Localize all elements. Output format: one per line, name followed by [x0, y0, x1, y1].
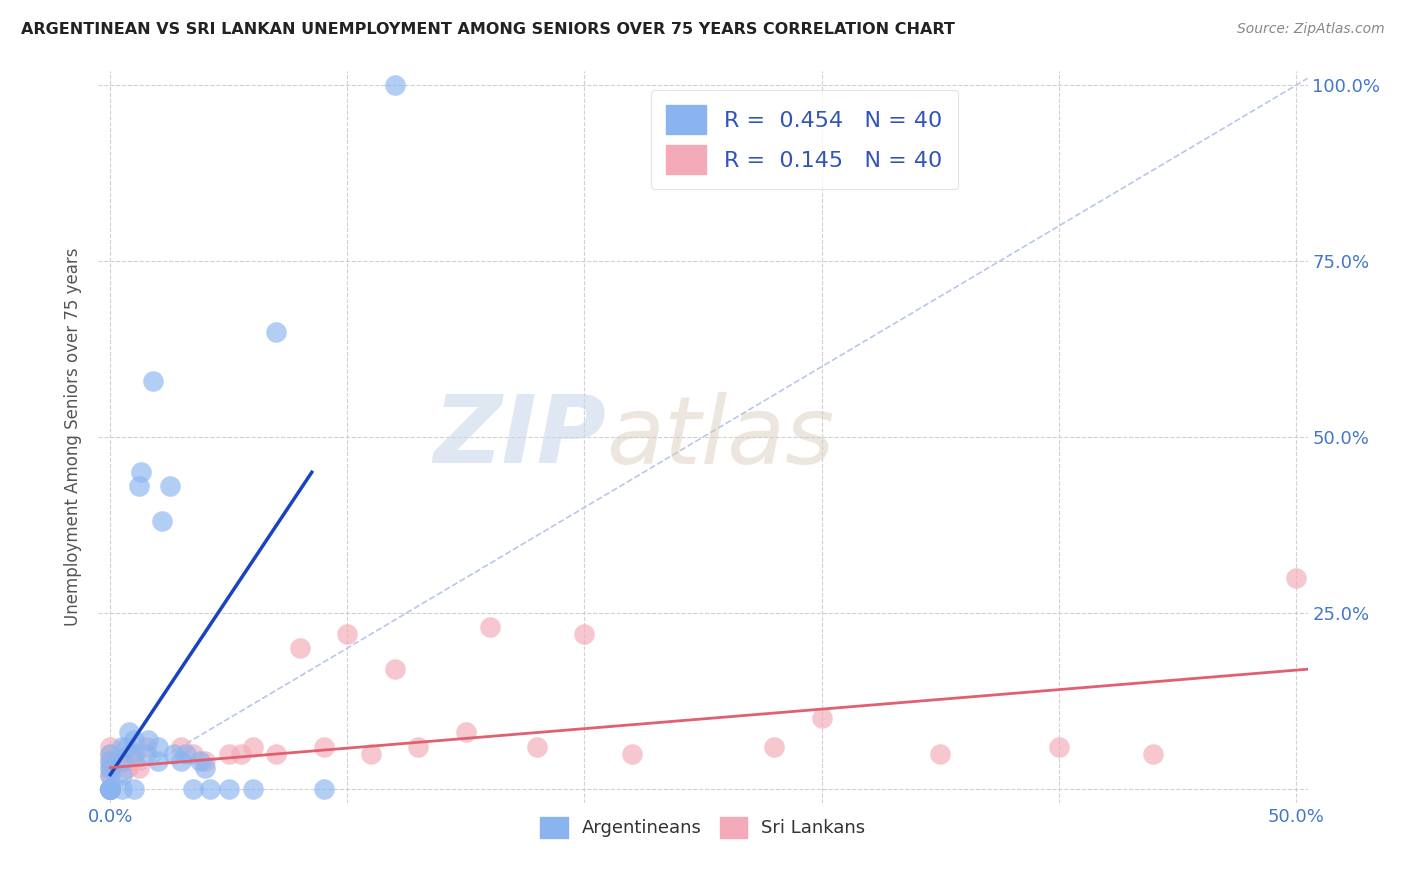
Text: ARGENTINEAN VS SRI LANKAN UNEMPLOYMENT AMONG SENIORS OVER 75 YEARS CORRELATION C: ARGENTINEAN VS SRI LANKAN UNEMPLOYMENT A…	[21, 22, 955, 37]
Point	[122, 732, 145, 747]
Point	[312, 781, 335, 796]
Point	[218, 781, 240, 796]
Point	[122, 747, 145, 761]
Point	[98, 739, 121, 754]
Point	[98, 754, 121, 768]
Point	[98, 767, 121, 781]
Point	[98, 781, 121, 796]
Point	[312, 739, 335, 754]
Point	[194, 761, 217, 775]
Point	[135, 747, 157, 761]
Point	[181, 781, 204, 796]
Point	[384, 662, 406, 676]
Point	[129, 465, 152, 479]
Point	[128, 761, 150, 775]
Point	[181, 747, 204, 761]
Point	[98, 781, 121, 796]
Point	[111, 781, 134, 796]
Point	[198, 781, 221, 796]
Point	[98, 761, 121, 775]
Point	[98, 747, 121, 761]
Text: Source: ZipAtlas.com: Source: ZipAtlas.com	[1237, 22, 1385, 37]
Point	[118, 725, 141, 739]
Point	[98, 781, 121, 796]
Point	[98, 781, 121, 796]
Point	[1047, 739, 1070, 754]
Point	[1142, 747, 1164, 761]
Point	[242, 739, 264, 754]
Point	[360, 747, 382, 761]
Point	[336, 627, 359, 641]
Point	[170, 739, 193, 754]
Point	[526, 739, 548, 754]
Y-axis label: Unemployment Among Seniors over 75 years: Unemployment Among Seniors over 75 years	[65, 248, 83, 626]
Point	[98, 781, 121, 796]
Point	[229, 747, 252, 761]
Text: ZIP: ZIP	[433, 391, 606, 483]
Point	[128, 479, 150, 493]
Point	[264, 325, 287, 339]
Point	[264, 747, 287, 761]
Point	[98, 781, 121, 796]
Point	[118, 747, 141, 761]
Point	[98, 781, 121, 796]
Point	[98, 767, 121, 781]
Point	[478, 620, 501, 634]
Point	[98, 747, 121, 761]
Point	[98, 781, 121, 796]
Point	[111, 754, 134, 768]
Point	[115, 761, 138, 775]
Point	[288, 641, 311, 656]
Point	[98, 781, 121, 796]
Text: atlas: atlas	[606, 392, 835, 483]
Point	[384, 78, 406, 93]
Point	[98, 781, 121, 796]
Point	[152, 515, 174, 529]
Point	[408, 739, 430, 754]
Point	[218, 747, 240, 761]
Point	[574, 627, 596, 641]
Point	[136, 732, 159, 747]
Point	[98, 781, 121, 796]
Point	[98, 761, 121, 775]
Point	[159, 479, 181, 493]
Point	[929, 747, 952, 761]
Point	[135, 739, 157, 754]
Point	[122, 754, 145, 768]
Point	[146, 739, 169, 754]
Point	[174, 747, 197, 761]
Point	[242, 781, 264, 796]
Point	[111, 754, 134, 768]
Point	[1285, 571, 1308, 585]
Point	[194, 754, 217, 768]
Point	[146, 754, 169, 768]
Point	[115, 739, 138, 754]
Point	[111, 767, 134, 781]
Point	[142, 374, 165, 388]
Point	[170, 754, 193, 768]
Point	[163, 747, 186, 761]
Point	[763, 739, 786, 754]
Point	[454, 725, 477, 739]
Point	[98, 754, 121, 768]
Point	[122, 781, 145, 796]
Point	[190, 754, 212, 768]
Legend: Argentineans, Sri Lankans: Argentineans, Sri Lankans	[533, 810, 873, 845]
Point	[111, 739, 134, 754]
Point	[620, 747, 643, 761]
Point	[810, 711, 832, 725]
